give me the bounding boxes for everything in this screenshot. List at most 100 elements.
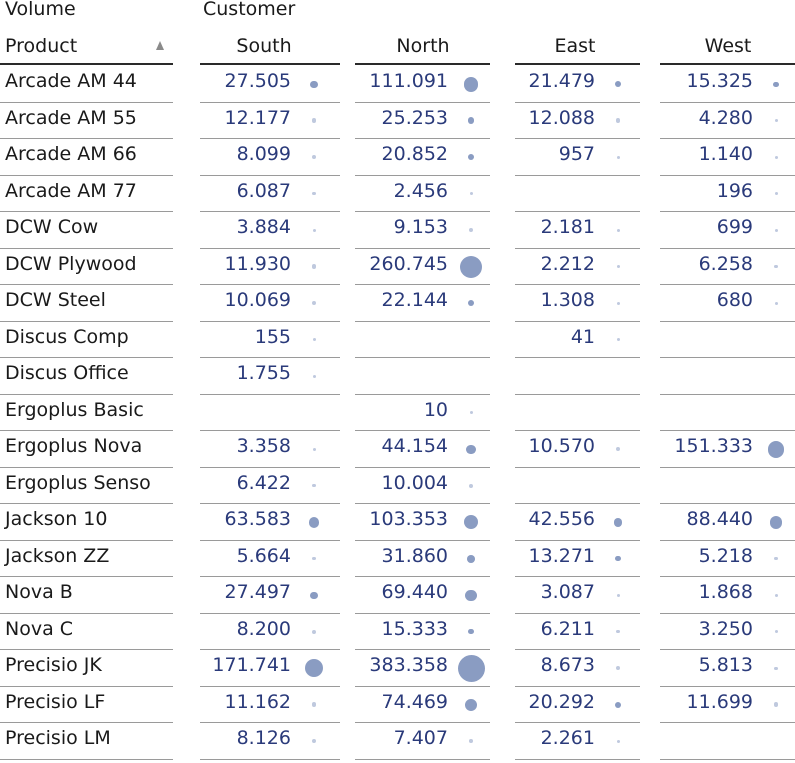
- product-label[interactable]: Nova C: [5, 617, 74, 640]
- column-header-east[interactable]: East: [554, 35, 596, 57]
- value-cell[interactable]: 171.741: [212, 654, 291, 676]
- column-header-north[interactable]: North: [396, 35, 450, 57]
- value-cell[interactable]: 6.211: [540, 617, 595, 640]
- value-cell[interactable]: 69.440: [381, 581, 448, 603]
- measure-label: Volume: [5, 0, 76, 20]
- cell-divider: [660, 685, 795, 687]
- value-cell[interactable]: 11.930: [224, 252, 291, 275]
- value-bubble: [615, 666, 621, 671]
- value-cell[interactable]: 1.868: [698, 581, 753, 603]
- value-cell[interactable]: 10.069: [224, 289, 291, 311]
- product-label[interactable]: Arcade AM 55: [5, 106, 137, 129]
- value-cell[interactable]: 699: [716, 216, 753, 238]
- product-label[interactable]: Precisio JK: [5, 654, 102, 676]
- product-label[interactable]: Arcade AM 77: [5, 179, 137, 202]
- value-cell[interactable]: 20.292: [528, 690, 595, 713]
- product-label[interactable]: Ergoplus Senso: [5, 471, 151, 494]
- product-label[interactable]: DCW Plywood: [5, 252, 137, 275]
- product-label[interactable]: DCW Steel: [5, 289, 106, 311]
- value-cell[interactable]: 3.884: [236, 216, 291, 238]
- column-header-west[interactable]: West: [704, 35, 752, 57]
- value-cell[interactable]: 383.358: [369, 654, 448, 676]
- value-cell[interactable]: 27.505: [224, 70, 291, 92]
- value-cell[interactable]: 44.154: [381, 435, 448, 457]
- product-label[interactable]: DCW Cow: [5, 216, 99, 238]
- product-label[interactable]: Arcade AM 44: [5, 70, 137, 92]
- value-cell[interactable]: 3.250: [698, 617, 753, 640]
- value-cell[interactable]: 2.212: [540, 252, 595, 275]
- column-header-south[interactable]: South: [236, 35, 292, 57]
- product-label[interactable]: Precisio LF: [5, 690, 106, 713]
- value-cell[interactable]: 680: [716, 289, 753, 311]
- value-cell[interactable]: 4.280: [698, 106, 753, 129]
- value-cell[interactable]: 2.261: [540, 727, 595, 749]
- value-cell[interactable]: 9.153: [393, 216, 448, 238]
- value-cell[interactable]: 5.664: [236, 544, 291, 567]
- value-cell[interactable]: 1.755: [236, 362, 291, 384]
- value-cell[interactable]: 6.422: [236, 471, 291, 494]
- value-cell[interactable]: 6.087: [236, 179, 291, 202]
- value-cell[interactable]: 8.099: [236, 143, 291, 165]
- value-bubble: [615, 556, 621, 562]
- value-cell[interactable]: 20.852: [381, 143, 448, 165]
- product-label[interactable]: Ergoplus Nova: [5, 435, 143, 457]
- value-bubble: [312, 155, 316, 160]
- product-label[interactable]: Ergoplus Basic: [5, 398, 144, 421]
- value-cell[interactable]: 155: [254, 325, 291, 348]
- product-label[interactable]: Nova B: [5, 581, 73, 603]
- value-cell[interactable]: 3.358: [236, 435, 291, 457]
- value-cell[interactable]: 1.140: [698, 143, 753, 165]
- value-cell[interactable]: 11.162: [224, 690, 291, 713]
- value-cell[interactable]: 74.469: [381, 690, 448, 713]
- value-cell[interactable]: 103.353: [369, 508, 448, 530]
- value-cell[interactable]: 31.860: [381, 544, 448, 567]
- value-cell[interactable]: 10.570: [528, 435, 595, 457]
- product-label[interactable]: Discus Office: [5, 362, 129, 384]
- value-cell[interactable]: 22.144: [381, 289, 448, 311]
- value-cell[interactable]: 10.004: [381, 471, 448, 494]
- value-cell[interactable]: 13.271: [528, 544, 595, 567]
- value-cell[interactable]: 5.218: [698, 544, 753, 567]
- value-cell[interactable]: 5.813: [698, 654, 753, 676]
- value-cell[interactable]: 111.091: [369, 70, 448, 92]
- value-bubble: [312, 338, 316, 342]
- value-cell[interactable]: 1.308: [540, 289, 595, 311]
- value-cell[interactable]: 12.088: [528, 106, 595, 129]
- value-cell[interactable]: 42.556: [528, 508, 595, 530]
- value-cell[interactable]: 21.479: [528, 70, 595, 92]
- value-cell[interactable]: 2.181: [540, 216, 595, 238]
- value-cell[interactable]: 2.456: [393, 179, 448, 202]
- value-cell[interactable]: 8.200: [236, 617, 291, 640]
- value-cell[interactable]: 27.497: [224, 581, 291, 603]
- value-cell[interactable]: 88.440: [686, 508, 753, 530]
- value-cell[interactable]: 63.583: [224, 508, 291, 530]
- value-cell[interactable]: 6.258: [698, 252, 753, 275]
- value-cell[interactable]: 957: [558, 143, 595, 165]
- value-cell[interactable]: 11.699: [686, 690, 753, 713]
- value-cell[interactable]: 15.325: [686, 70, 753, 92]
- value-cell[interactable]: 15.333: [381, 617, 448, 640]
- value-cell[interactable]: 25.253: [381, 106, 448, 129]
- value-bubble: [769, 515, 783, 529]
- cell-divider: [515, 320, 640, 322]
- value-cell[interactable]: 196: [716, 179, 753, 202]
- product-label[interactable]: Precisio LM: [5, 727, 111, 749]
- product-label[interactable]: Jackson 10: [5, 508, 108, 530]
- value-cell[interactable]: 260.745: [369, 252, 448, 275]
- product-label[interactable]: Jackson ZZ: [5, 544, 110, 567]
- cell-divider: [515, 393, 640, 395]
- product-label[interactable]: Discus Comp: [5, 325, 129, 348]
- value-cell[interactable]: 3.087: [540, 581, 595, 603]
- row-header[interactable]: Product: [5, 35, 78, 57]
- value-cell[interactable]: 8.673: [540, 654, 595, 676]
- row-divider: [0, 247, 173, 249]
- value-cell[interactable]: 41: [570, 325, 595, 348]
- cell-divider: [515, 576, 640, 577]
- product-label[interactable]: Arcade AM 66: [5, 143, 137, 165]
- value-cell[interactable]: 8.126: [236, 727, 291, 749]
- value-cell[interactable]: 10: [423, 398, 448, 421]
- value-cell[interactable]: 7.407: [393, 727, 448, 749]
- sort-ascending-icon[interactable]: [156, 41, 164, 50]
- value-cell[interactable]: 151.333: [674, 435, 753, 457]
- value-cell[interactable]: 12.177: [224, 106, 291, 129]
